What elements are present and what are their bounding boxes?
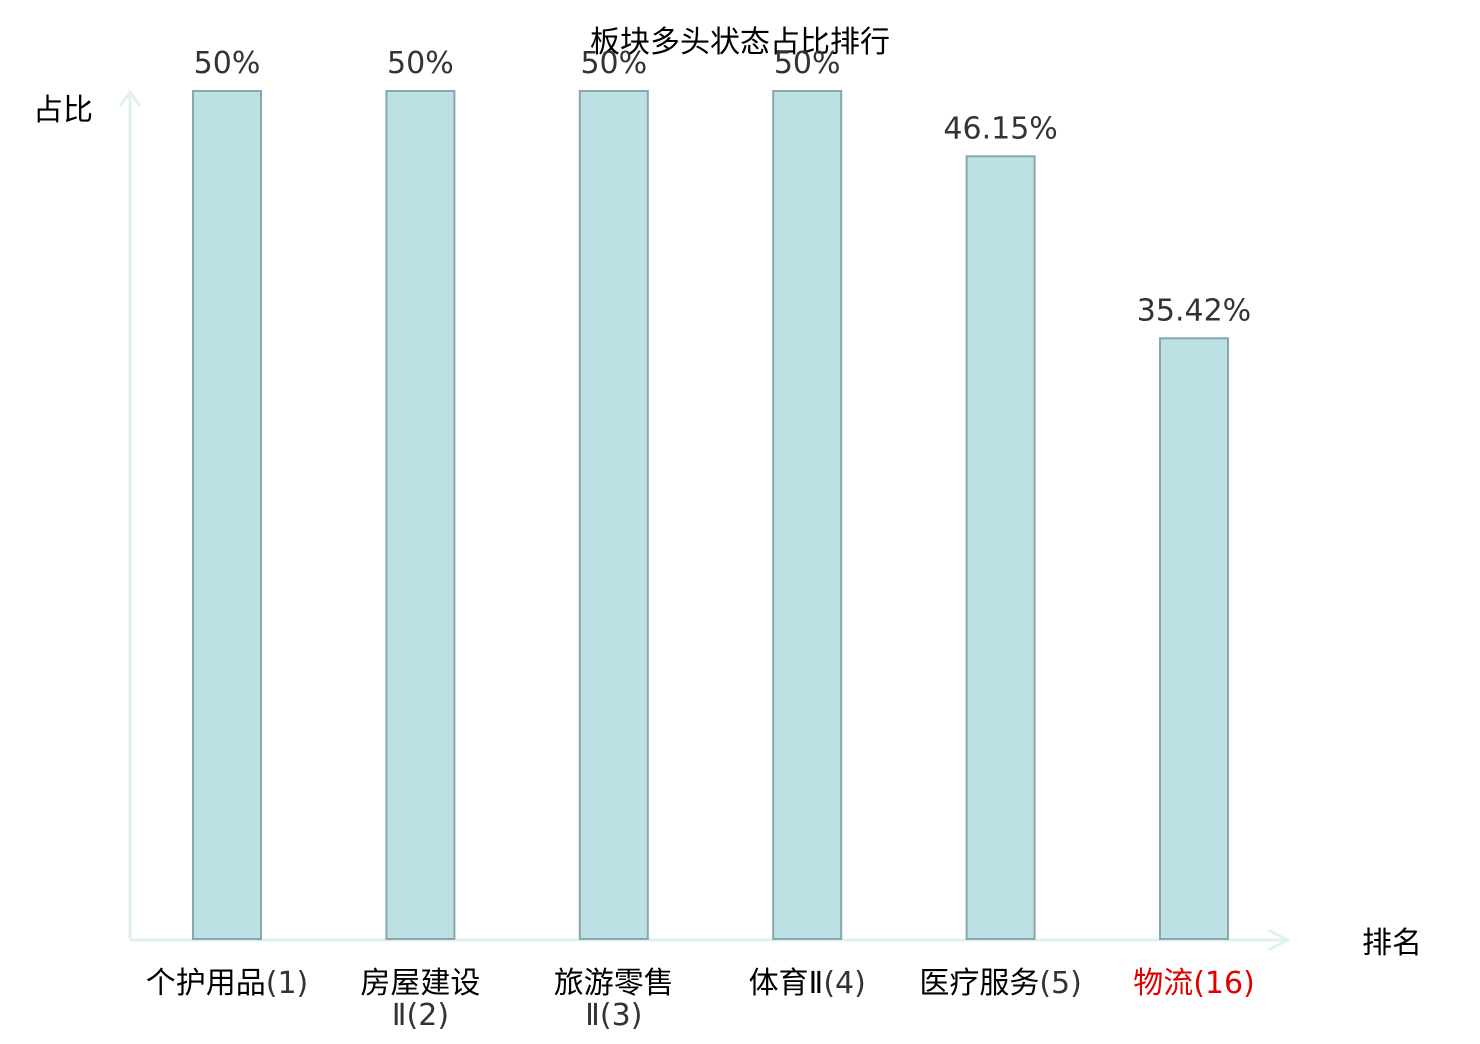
x-axis [130,928,1292,952]
chart-title: 板块多头状态占比排行 [590,25,890,60]
category-label: 体育Ⅱ(4) [749,966,866,1001]
y-axis-label: 占比 [33,93,93,128]
category-label-line2: Ⅱ(3) [585,998,642,1033]
bar [578,90,649,940]
bar [385,90,456,940]
category-label-line2: Ⅱ(2) [392,998,449,1033]
category-label: 医疗服务(5) [919,966,1082,1001]
bar [965,155,1036,940]
value-label: 50% [387,46,454,81]
bars-group [192,90,1229,940]
value-label: 50% [580,46,647,81]
bar [772,90,843,940]
category-label: 个护用品(1) [146,966,309,1001]
y-axis [118,89,142,940]
value-labels-group: 50% 50% 50% 50% 46.15% 35.42% [194,46,1252,328]
value-label: 46.15% [943,111,1057,146]
x-axis-label: 排名 [1362,926,1422,961]
value-label: 35.42% [1137,293,1251,328]
value-label: 50% [194,46,261,81]
value-label: 50% [774,46,841,81]
category-label: 房屋建设 [360,966,480,1001]
bar [1159,337,1229,940]
category-label: 物流(16) [1133,966,1255,1001]
bar [192,90,262,940]
category-label: 旅游零售 [554,966,674,1001]
